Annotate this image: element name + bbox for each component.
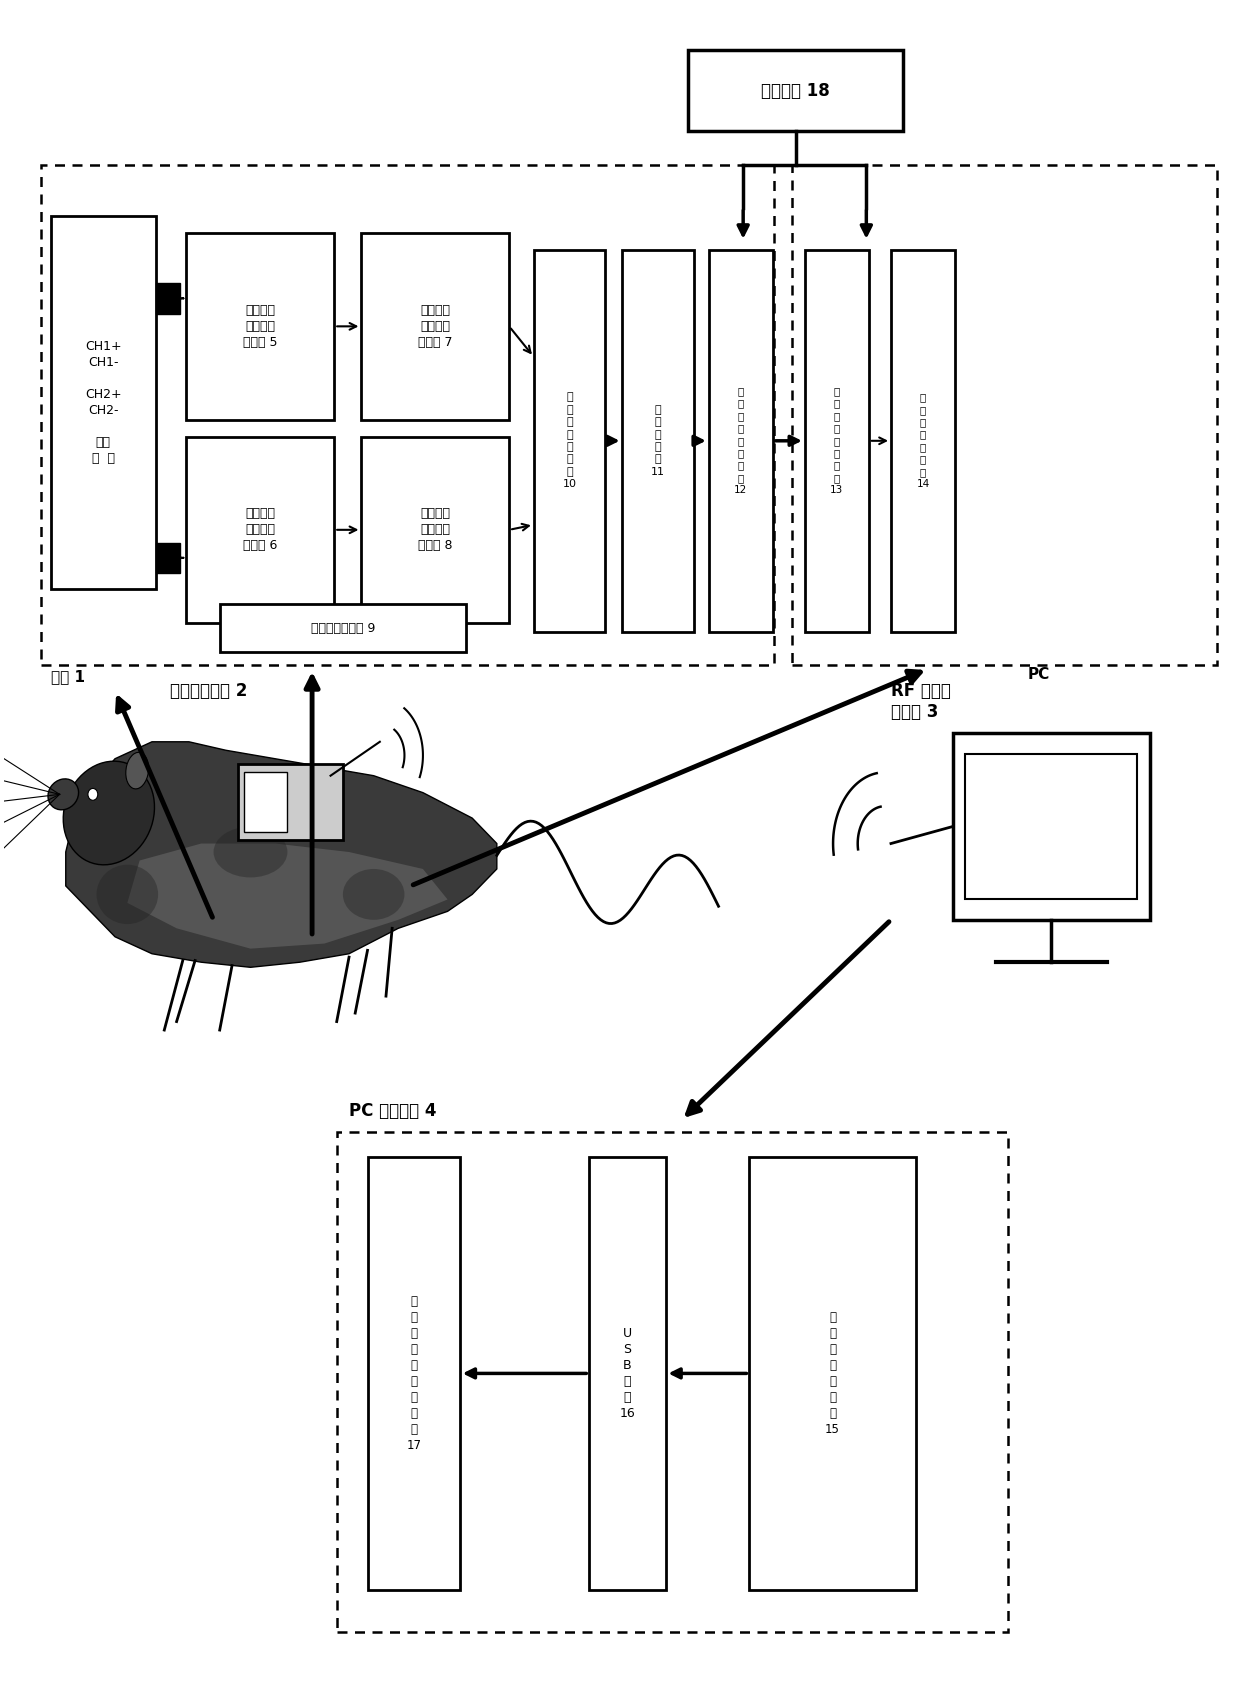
FancyBboxPatch shape (51, 216, 156, 590)
PathPatch shape (128, 843, 448, 949)
Text: 模
数
转
换
子
模
块
10: 模 数 转 换 子 模 块 10 (563, 392, 577, 489)
FancyBboxPatch shape (805, 250, 869, 632)
Text: 第一前置
差动放大
子模块 5: 第一前置 差动放大 子模块 5 (243, 303, 278, 349)
FancyBboxPatch shape (589, 1157, 666, 1590)
Text: PC 接收模块 4: PC 接收模块 4 (348, 1102, 436, 1120)
Ellipse shape (125, 753, 149, 789)
Text: 第
二
同
步
串
行
接
口
13: 第 二 同 步 串 行 接 口 13 (830, 387, 843, 496)
Text: 脑电采集模块 2: 脑电采集模块 2 (170, 682, 248, 700)
FancyBboxPatch shape (367, 1157, 460, 1590)
Text: PC: PC (1028, 668, 1050, 682)
Text: 电平调整子模块 9: 电平调整子模块 9 (311, 622, 374, 634)
Ellipse shape (63, 762, 155, 866)
FancyBboxPatch shape (892, 250, 955, 632)
Bar (156, 283, 180, 314)
FancyBboxPatch shape (337, 1131, 1008, 1632)
Text: 第二主级
放大滤波
子模块 8: 第二主级 放大滤波 子模块 8 (418, 508, 453, 552)
FancyBboxPatch shape (186, 436, 335, 624)
FancyBboxPatch shape (361, 233, 510, 419)
Text: U
S
B
接
口
16: U S B 接 口 16 (620, 1327, 635, 1419)
Ellipse shape (48, 779, 78, 809)
Text: CH1+
CH1-

CH2+
CH2-

参考
电  极: CH1+ CH1- CH2+ CH2- 参考 电 极 (86, 341, 122, 465)
Ellipse shape (97, 864, 159, 924)
FancyBboxPatch shape (749, 1157, 915, 1590)
FancyBboxPatch shape (361, 436, 510, 624)
FancyBboxPatch shape (709, 250, 773, 632)
Text: 电极 1: 电极 1 (51, 670, 86, 683)
Bar (156, 542, 180, 573)
Ellipse shape (343, 869, 404, 920)
Text: RF 无线传
输模块 3: RF 无线传 输模块 3 (892, 682, 951, 721)
FancyBboxPatch shape (219, 605, 466, 653)
Ellipse shape (88, 789, 98, 801)
Text: 无
线
射
频
接
收
器
15: 无 线 射 频 接 收 器 15 (825, 1310, 839, 1436)
Text: 电源模块 18: 电源模块 18 (761, 82, 830, 99)
FancyBboxPatch shape (792, 165, 1218, 666)
Text: 第二前置
差动放大
子模块 6: 第二前置 差动放大 子模块 6 (243, 508, 278, 552)
FancyBboxPatch shape (965, 753, 1137, 900)
FancyBboxPatch shape (952, 733, 1149, 920)
PathPatch shape (66, 741, 497, 968)
FancyBboxPatch shape (533, 250, 605, 632)
FancyBboxPatch shape (688, 49, 903, 131)
Text: 第
一
同
步
串
行
接
口
12: 第 一 同 步 串 行 接 口 12 (734, 387, 748, 496)
Bar (238, 763, 343, 840)
FancyBboxPatch shape (622, 250, 694, 632)
Text: 中
央
处
理
器
11: 中 央 处 理 器 11 (651, 406, 665, 477)
Text: 无
线
射
频
发
送
器
14: 无 线 射 频 发 送 器 14 (916, 392, 930, 489)
Text: 脑
电
读
取
分
析
子
模
块
17: 脑 电 读 取 分 析 子 模 块 17 (407, 1295, 422, 1452)
Text: 第一主级
放大滤波
子模块 7: 第一主级 放大滤波 子模块 7 (418, 303, 453, 349)
Ellipse shape (213, 826, 288, 878)
FancyBboxPatch shape (41, 165, 774, 666)
FancyBboxPatch shape (186, 233, 335, 419)
Bar (244, 772, 288, 832)
